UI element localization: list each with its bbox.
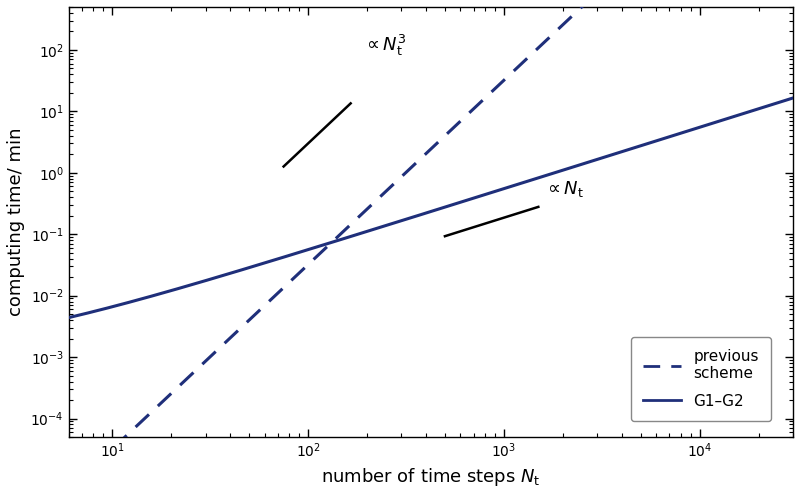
Y-axis label: computing time/ min: computing time/ min [7,128,25,316]
Text: $\propto N_\mathrm{t}^3$: $\propto N_\mathrm{t}^3$ [362,33,406,57]
X-axis label: number of time steps $N_\mathrm{t}$: number of time steps $N_\mathrm{t}$ [321,466,541,488]
Text: $\propto N_\mathrm{t}$: $\propto N_\mathrm{t}$ [544,179,584,198]
Legend: previous
scheme, G1–G2: previous scheme, G1–G2 [630,337,771,421]
